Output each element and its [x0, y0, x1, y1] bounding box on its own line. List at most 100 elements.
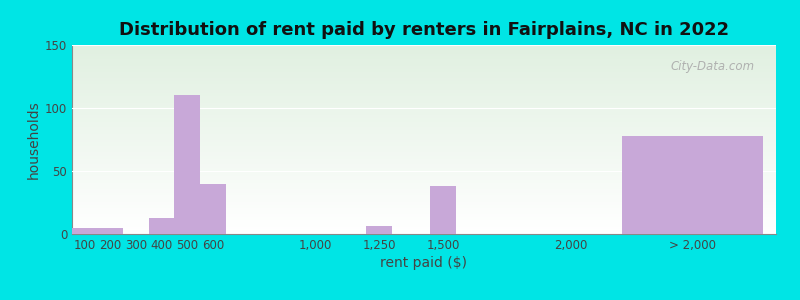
Bar [72, 69, 776, 70]
Bar [72, 186, 776, 187]
Bar [72, 56, 776, 57]
Bar [72, 154, 776, 156]
Bar [72, 124, 776, 125]
Bar [72, 217, 776, 218]
Bar [72, 208, 776, 209]
Bar [72, 63, 776, 64]
Bar [72, 173, 776, 175]
Bar [72, 145, 776, 146]
Bar [72, 65, 776, 66]
Bar [72, 88, 776, 89]
Bar [72, 141, 776, 142]
Bar [174, 95, 200, 234]
Bar [72, 113, 776, 114]
Bar [72, 229, 776, 230]
Bar [72, 184, 776, 185]
Bar [72, 129, 776, 130]
Bar [72, 74, 776, 75]
Bar [72, 216, 776, 217]
Bar [72, 192, 776, 194]
Bar [72, 121, 776, 122]
Bar [72, 77, 776, 78]
Bar [72, 93, 776, 94]
Bar [72, 76, 776, 77]
Bar [72, 51, 776, 52]
Bar [149, 218, 174, 234]
Bar [72, 209, 776, 210]
Bar [72, 131, 776, 132]
Bar [72, 45, 776, 46]
Bar [72, 152, 776, 153]
Bar [72, 146, 776, 147]
Bar [72, 92, 776, 93]
Bar [72, 104, 776, 106]
Bar [72, 153, 776, 154]
Bar [72, 91, 776, 92]
Bar [72, 81, 776, 82]
Bar [72, 144, 776, 145]
Bar [72, 177, 776, 178]
Bar [72, 218, 776, 219]
Bar [72, 189, 776, 190]
Bar [72, 109, 776, 110]
Bar [72, 84, 776, 85]
Bar [72, 159, 776, 160]
Bar [72, 101, 776, 102]
Bar [72, 114, 776, 115]
Bar [72, 47, 776, 48]
Bar [72, 213, 776, 214]
Bar [72, 106, 776, 107]
Bar [72, 195, 776, 196]
Bar [72, 181, 776, 182]
Bar [72, 130, 776, 131]
Bar [72, 110, 776, 111]
Bar [72, 151, 776, 152]
Bar [200, 184, 226, 234]
Bar [72, 157, 776, 158]
Bar [72, 128, 776, 129]
Bar [72, 221, 776, 222]
Bar [72, 164, 776, 165]
Bar [72, 116, 776, 117]
Bar [72, 207, 776, 208]
Bar [72, 115, 776, 116]
Bar [72, 142, 776, 143]
Bar [72, 167, 776, 168]
Bar [72, 82, 776, 83]
Bar [72, 161, 776, 162]
Bar [72, 140, 776, 141]
Bar [72, 162, 776, 163]
Bar [72, 179, 776, 180]
Bar [72, 100, 776, 101]
Bar [72, 59, 776, 60]
Bar [72, 66, 776, 67]
Bar [72, 228, 98, 234]
Bar [72, 48, 776, 49]
Bar [72, 165, 776, 166]
Bar [72, 194, 776, 195]
Bar [72, 108, 776, 109]
Bar [72, 176, 776, 177]
Bar [72, 188, 776, 189]
Bar [72, 206, 776, 207]
Bar [72, 57, 776, 58]
Bar [72, 117, 776, 118]
Bar [72, 119, 776, 120]
Bar [72, 198, 776, 199]
Bar [72, 136, 776, 137]
Bar [72, 125, 776, 126]
Bar [72, 89, 776, 90]
Bar [72, 175, 776, 176]
Bar [72, 62, 776, 63]
Bar [72, 219, 776, 220]
Bar [72, 233, 776, 234]
Text: City-Data.com: City-Data.com [670, 60, 755, 73]
Bar [72, 64, 776, 65]
Y-axis label: households: households [26, 100, 41, 179]
Bar [72, 46, 776, 47]
Bar [72, 112, 776, 113]
Bar [72, 58, 776, 59]
Bar [72, 50, 776, 51]
Bar [72, 160, 776, 161]
Bar [72, 158, 776, 159]
